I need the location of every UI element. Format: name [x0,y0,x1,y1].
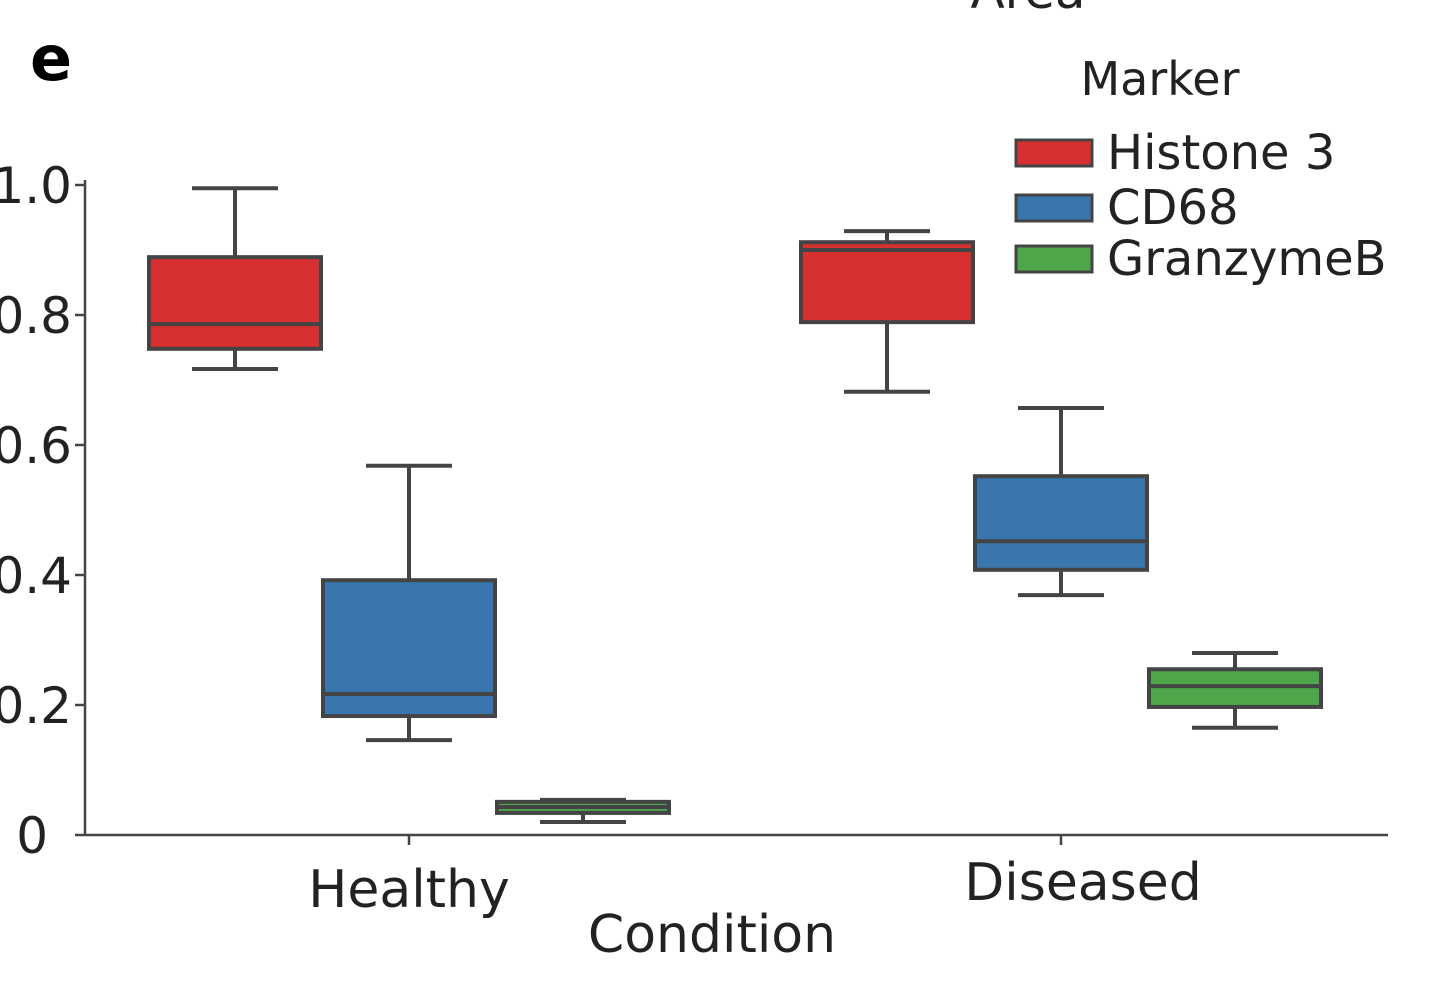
x-tick-label: Diseased [964,853,1202,913]
y-tick-label: 0.6 [0,417,72,475]
top-label-partial: Area [970,0,1085,20]
legend-label-2: CD68 [1107,180,1239,236]
legend-label-1: Histone 3 [1107,125,1335,181]
legend-title: Marker [1080,52,1239,106]
legend-swatch-1 [1014,138,1094,168]
box-iqr [799,240,975,325]
legend-swatch-2 [1014,193,1094,223]
y-tick-label: 0.8 [0,287,72,345]
y-tick-label: 0 [16,807,48,865]
box-granzymeb-healthy [495,797,671,824]
box-iqr [147,255,323,351]
x-axis-title: Condition [588,905,836,965]
box-granzymeb-diseased [1147,651,1323,730]
box-histone-3-healthy [147,186,323,371]
x-tick-label: Healthy [308,860,510,920]
legend-swatch-3 [1014,244,1094,274]
panel-label: e [30,22,72,95]
y-tick-label: 0.4 [0,547,72,605]
box-iqr [973,474,1149,572]
y-tick-label: 0.2 [0,677,72,735]
y-tick-label: 1.0 [0,157,72,215]
legend-label-3: GranzymeB [1107,231,1387,287]
box-cd68-healthy [321,463,497,743]
box-histone-3-diseased [799,229,975,394]
box-cd68-diseased [973,405,1149,598]
